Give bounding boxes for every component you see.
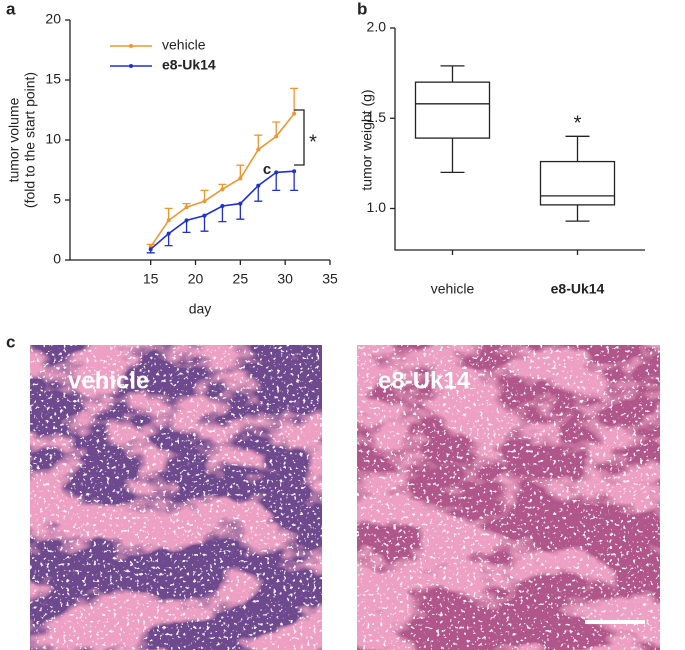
error-bar [272,121,281,137]
axes [394,28,645,251]
error-bar [218,206,227,223]
point [256,183,261,188]
legend-label: e8-Uk14 [162,57,216,73]
panel-label: c [6,332,15,351]
y-axis-label: tumor volume [6,97,22,182]
point [202,213,207,218]
annotation: * [574,113,582,135]
x-tick-label: 20 [188,271,204,287]
x-tick-label: 30 [277,271,293,287]
micrograph [30,345,322,650]
point [292,169,297,174]
significance-bracket [294,109,305,166]
legend-marker [129,44,133,48]
micrograph [357,345,660,650]
x-tick-label: e8-Uk14 [551,281,605,297]
error-bar [164,207,173,221]
y-tick-label: 1.5 [367,109,387,125]
box [414,81,491,139]
error-bar [164,233,173,247]
y-tick-label: 15 [45,71,61,87]
point [274,170,279,175]
x-axis-label: day [189,301,212,317]
y-tick-label: 20 [45,11,61,27]
y-tick-label: 1.0 [367,199,387,215]
panel-c: c vehicle e8-Uk14 [6,332,660,650]
point [292,111,297,116]
point [148,247,153,252]
point [184,205,189,210]
error-bar [236,164,245,179]
y-tick-label: 5 [53,191,61,207]
error-bar [182,220,191,234]
y-tick-label: 2.0 [367,19,387,35]
point [166,231,171,236]
error-bar [254,134,263,150]
x-tick-label: 25 [233,271,249,287]
box [539,160,616,206]
point [220,187,225,192]
legend-label: vehicle [162,37,206,53]
legend-marker [129,64,133,68]
image-label: e8-Uk14 [378,367,471,394]
y-axis-label: tumor weight (g) [359,89,375,190]
error-bar [200,215,209,232]
error-bar [290,171,299,192]
point [220,204,225,208]
point [256,147,261,152]
annotation: * [309,131,317,153]
y-tick-label: 10 [45,131,61,147]
point [184,218,189,223]
point [274,134,279,139]
point [238,176,243,181]
error-bar [254,185,263,202]
point [202,199,207,204]
annotation: c [263,161,271,178]
x-tick-label: 15 [143,271,159,287]
y-axis-label: (fold to the start point) [22,72,38,208]
x-tick-label: 35 [322,271,338,287]
image-label: vehicle [68,367,149,394]
error-bar [272,172,281,192]
point [166,218,171,223]
y-tick-label: 0 [53,251,61,267]
error-bar [236,203,245,220]
line [150,113,295,248]
x-tick-label: vehicle [431,281,475,297]
panel-label: a [6,0,16,18]
point [238,201,243,206]
panel-label: b [357,0,367,18]
